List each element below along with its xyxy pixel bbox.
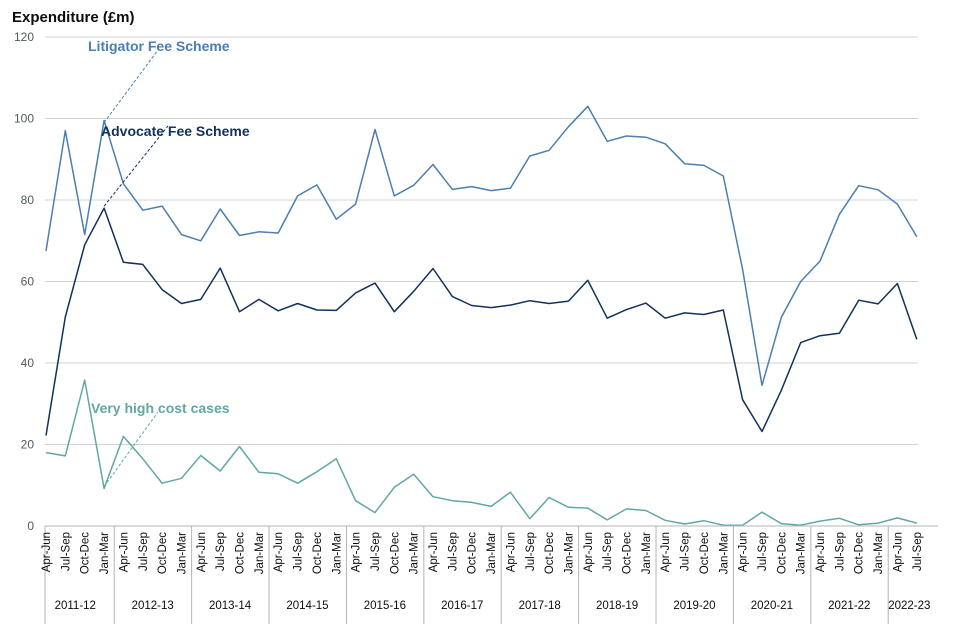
series-label-2: Very high cost cases [91,400,230,416]
y-tick-label: 20 [21,438,35,452]
x-tick-label: Oct-Dec [80,532,92,574]
x-tick-label: Oct-Dec [157,532,169,574]
financial-year-label: 2015-16 [364,600,406,612]
x-tick-label: Oct-Dec [622,532,634,574]
financial-year-label: 2020-21 [751,600,793,612]
financial-year-label: 2014-15 [286,600,328,612]
x-tick-label: Jan-Mar [254,532,266,574]
leader-line-2 [103,411,159,487]
x-tick-label: Oct-Dec [235,532,247,574]
financial-year-label: 2016-17 [441,600,483,612]
y-tick-label: 120 [14,30,34,44]
y-tick-label: 60 [21,275,35,289]
x-tick-label: Jul-Sep [138,532,150,571]
x-tick-label: Jan-Mar [641,532,653,574]
financial-year-label: 2018-19 [596,600,638,612]
leader-line-0 [103,49,159,123]
gridlines [45,36,918,527]
financial-year-label: 2017-18 [519,600,561,612]
x-tick-label: Jul-Sep [60,532,72,571]
y-tick-label: 0 [27,519,34,533]
x-tick-label: Jan-Mar [486,532,498,574]
x-tick-label: Apr-Jun [738,532,750,572]
x-tick-label: Apr-Jun [118,532,130,572]
label-leader-lines [103,49,169,487]
y-axis-ticks: 0 20 40 60 80 100 120 [14,30,34,533]
x-tick-label: Oct-Dec [854,532,866,574]
x-tick-label: Jul-Sep [447,532,459,571]
series-line-2 [45,379,917,526]
x-axis: Apr-Jun Jul-Sep Oct-Dec Jan-Mar Apr-Jun Jul-S… [41,525,938,624]
x-tick-label: Jul-Sep [370,532,382,571]
financial-year-label: 2019-20 [673,600,715,612]
x-tick-label: Jul-Sep [834,532,846,571]
financial-year-label: 2013-14 [209,600,252,612]
series-labels: Litigator Fee Scheme Advocate Fee Scheme V… [88,38,250,416]
x-tick-label: Oct-Dec [467,532,479,574]
financial-year-label: 2011-12 [55,600,96,612]
x-tick-label: Oct-Dec [699,532,711,574]
x-tick-label: Jul-Sep [912,532,924,571]
x-tick-label: Apr-Jun [196,532,208,572]
x-tick-label: Oct-Dec [544,532,556,574]
x-tick-label: Jan-Mar [176,532,188,574]
x-tick-label: Apr-Jun [41,532,53,572]
series-lines [45,105,918,526]
x-tick-label: Jan-Mar [873,532,885,574]
series-line-1 [45,207,918,436]
x-tick-label: Apr-Jun [815,532,827,572]
x-tick-label: Oct-Dec [312,532,324,574]
x-tick-label: Jul-Sep [602,532,614,571]
y-tick-label: 100 [14,112,34,126]
x-tick-label: Apr-Jun [428,532,440,572]
x-tick-label: Jan-Mar [409,532,421,574]
financial-year-label: 2012-13 [132,600,174,612]
financial-year-label: 2021-22 [828,600,870,612]
x-tick-label: Apr-Jun [892,532,904,572]
series-line-0 [45,105,918,387]
y-tick-label: 80 [21,193,35,207]
y-tick-label: 40 [21,356,35,370]
series-label-1: Advocate Fee Scheme [101,123,250,139]
x-tick-label: Jul-Sep [215,532,227,571]
x-tick-label: Oct-Dec [776,532,788,574]
x-tick-label: Jul-Sep [293,532,305,571]
x-tick-label: Jan-Mar [796,532,808,574]
x-tick-label: Apr-Jun [273,532,285,572]
leader-line-1 [103,125,169,207]
x-tick-label: Apr-Jun [660,532,672,572]
x-tick-label: Jan-Mar [563,532,575,574]
x-tick-label: Jan-Mar [331,532,343,574]
financial-year-label: 2022-23 [888,600,930,612]
x-tick-label: Jan-Mar [99,532,111,574]
x-tick-label: Jul-Sep [525,532,537,571]
x-tick-label: Apr-Jun [583,532,595,572]
x-tick-label: Apr-Jun [351,532,363,572]
x-tick-label: Jul-Sep [757,532,769,571]
y-axis-title: Expenditure (£m) [12,9,135,26]
x-tick-label: Oct-Dec [389,532,401,574]
x-tick-label: Jan-Mar [718,532,730,574]
series-label-0: Litigator Fee Scheme [88,38,230,54]
x-tick-label: Apr-Jun [505,532,517,572]
x-tick-label: Jul-Sep [680,532,692,571]
